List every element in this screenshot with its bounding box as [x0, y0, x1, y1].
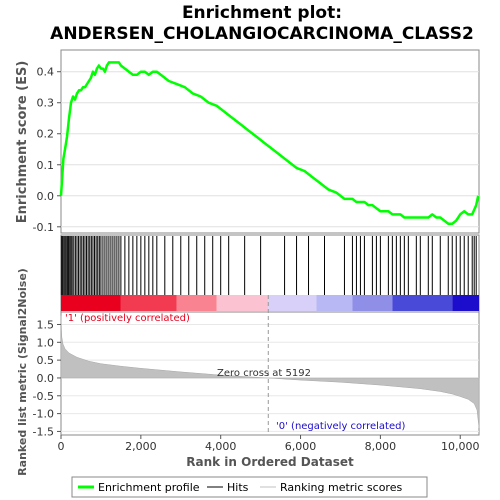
rank-xtick-label: 2,000 — [125, 440, 157, 453]
rank-color-segment — [176, 295, 217, 311]
legend-frame — [71, 476, 428, 498]
legend: Enrichment profile Hits Ranking metric s… — [71, 476, 428, 498]
rank-xtick-label: 8,000 — [365, 440, 397, 453]
es-yticks: -0.1 0.0 0.1 0.2 0.3 0.4 — [33, 66, 61, 234]
rank-xtick-label: 10,000 — [441, 440, 480, 453]
chart-subtitle: ANDERSEN_CHOLANGIOCARCINOMA_CLASS2 — [50, 24, 474, 44]
es-ytick-label: 0.3 — [37, 97, 55, 110]
rank-ytick-label: -1.5 — [33, 425, 54, 438]
rank-yticks: -1.5 -1.0 -0.5 0.0 0.5 1.0 1.5 — [33, 318, 61, 438]
rank-ytick-label: 0.0 — [37, 372, 55, 385]
rank-color-segment — [392, 295, 453, 311]
legend-ranking-label: Ranking metric scores — [280, 481, 402, 494]
rank-xtick-label: 4,000 — [205, 440, 237, 453]
rank-xtick-label: 0 — [58, 440, 65, 453]
rank-ytick-label: -1.0 — [33, 408, 54, 421]
es-ytick-label: 0.4 — [37, 66, 55, 79]
rank-color-segment — [268, 295, 317, 311]
rank-ytick-label: 1.5 — [37, 318, 55, 331]
rank-color-bar — [61, 295, 479, 311]
rank-metric-area — [60, 315, 480, 428]
hit-lines — [60, 236, 477, 295]
rank-color-segment — [120, 295, 177, 311]
es-ytick-label: 0.0 — [37, 190, 55, 203]
rank-color-segment — [316, 295, 353, 311]
negative-label: '0' (negatively correlated) — [276, 421, 405, 432]
positive-label: '1' (positively correlated) — [65, 313, 190, 324]
rank-color-segment — [452, 295, 479, 311]
es-ytick-label: -0.1 — [33, 221, 54, 234]
rank-color-segment — [352, 295, 393, 311]
es-ytick-label: 0.2 — [37, 128, 55, 141]
rank-ytick-label: 0.5 — [37, 354, 55, 367]
es-ytick-label: 0.1 — [37, 159, 55, 172]
es-ylabel: Enrichment score (ES) — [15, 61, 30, 224]
es-panel-frame — [60, 49, 480, 234]
rank-xlabel: Rank in Ordered Dataset — [186, 455, 354, 469]
rank-fill — [60, 315, 480, 428]
es-series-line — [59, 61, 480, 225]
legend-enrichment-label: Enrichment profile — [98, 481, 200, 494]
rank-color-segment — [61, 295, 121, 311]
rank-ylabel: Ranked list metric (Signal2Noise) — [16, 268, 29, 476]
rank-ytick-label: 1.0 — [37, 336, 55, 349]
chart-title: Enrichment plot: — [182, 3, 342, 23]
legend-hits-label: Hits — [227, 481, 249, 494]
rank-ytick-label: -0.5 — [33, 390, 54, 403]
rank-color-segment — [216, 295, 269, 311]
rank-xticks: 0 2,000 4,000 6,000 8,000 10,000 — [58, 435, 480, 453]
es-line — [59, 61, 480, 225]
rank-xtick-label: 6,000 — [285, 440, 317, 453]
zero-cross-label: Zero cross at 5192 — [217, 368, 311, 379]
